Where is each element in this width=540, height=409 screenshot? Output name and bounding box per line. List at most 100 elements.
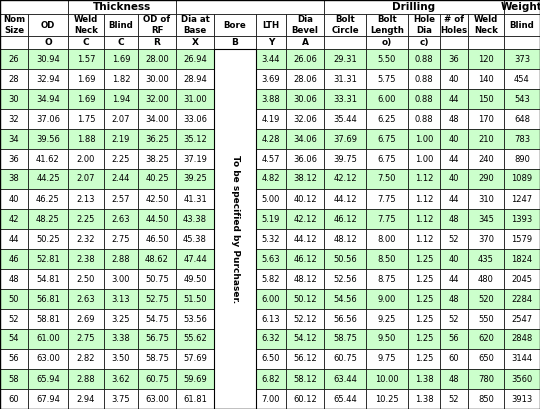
Bar <box>324 369 366 389</box>
Text: 31.31: 31.31 <box>333 74 357 83</box>
Bar <box>504 389 540 409</box>
Bar <box>176 209 214 229</box>
Text: 7.75: 7.75 <box>377 214 396 223</box>
Bar <box>138 289 176 309</box>
Text: 370: 370 <box>478 234 494 243</box>
Text: 58.75: 58.75 <box>333 335 357 344</box>
Bar <box>324 329 366 349</box>
Bar <box>256 189 286 209</box>
Text: 2.50: 2.50 <box>77 274 95 283</box>
Text: 5.75: 5.75 <box>378 74 396 83</box>
Text: 32.06: 32.06 <box>293 115 317 124</box>
Text: 61.81: 61.81 <box>183 395 207 404</box>
Text: 8.00: 8.00 <box>378 234 396 243</box>
Text: 26.06: 26.06 <box>293 54 317 63</box>
Text: 60: 60 <box>449 355 460 364</box>
Bar <box>0 36 28 49</box>
Bar <box>440 249 468 269</box>
Text: 1.00: 1.00 <box>415 135 433 144</box>
Text: 3.88: 3.88 <box>261 94 280 103</box>
Text: B: B <box>232 38 239 47</box>
Bar <box>504 369 540 389</box>
Bar <box>504 109 540 129</box>
Bar <box>176 189 214 209</box>
Bar <box>0 229 28 249</box>
Bar <box>366 129 408 149</box>
Text: 783: 783 <box>514 135 530 144</box>
Bar <box>440 349 468 369</box>
Bar <box>28 49 68 69</box>
Text: O: O <box>44 38 52 47</box>
Bar <box>324 69 366 89</box>
Text: 55.62: 55.62 <box>183 335 207 344</box>
Text: Hole
Dia: Hole Dia <box>413 15 435 35</box>
Text: 60: 60 <box>9 395 19 404</box>
Bar <box>176 109 214 129</box>
Bar <box>366 149 408 169</box>
Bar <box>28 14 68 36</box>
Text: 44: 44 <box>449 155 459 164</box>
Text: 10.00: 10.00 <box>375 375 399 384</box>
Bar <box>256 349 286 369</box>
Text: C: C <box>83 38 89 47</box>
Text: 1.25: 1.25 <box>415 294 433 303</box>
Bar <box>440 269 468 289</box>
Bar <box>440 49 468 69</box>
Text: 2.69: 2.69 <box>77 315 95 324</box>
Bar <box>504 189 540 209</box>
Text: 3.25: 3.25 <box>112 315 130 324</box>
Text: 34.94: 34.94 <box>36 94 60 103</box>
Bar <box>176 129 214 149</box>
Bar <box>256 36 286 49</box>
Bar <box>366 249 408 269</box>
Bar <box>28 129 68 149</box>
Bar <box>468 189 504 209</box>
Text: 28.00: 28.00 <box>145 54 169 63</box>
Bar <box>366 89 408 109</box>
Bar <box>286 129 324 149</box>
Bar <box>214 269 256 289</box>
Text: 52: 52 <box>449 395 459 404</box>
Text: X: X <box>192 38 199 47</box>
Text: 2.88: 2.88 <box>112 254 130 263</box>
Bar <box>440 369 468 389</box>
Bar <box>214 389 256 409</box>
Text: 1.25: 1.25 <box>415 274 433 283</box>
Bar <box>138 89 176 109</box>
Text: 240: 240 <box>478 155 494 164</box>
Text: 6.13: 6.13 <box>262 315 280 324</box>
Bar <box>214 129 256 149</box>
Text: 56.56: 56.56 <box>333 315 357 324</box>
Text: 48.25: 48.25 <box>36 214 60 223</box>
Text: 54.81: 54.81 <box>36 274 60 283</box>
Bar <box>0 69 28 89</box>
Text: Thickness: Thickness <box>93 2 151 12</box>
Bar <box>28 349 68 369</box>
Bar <box>214 189 256 209</box>
Text: 140: 140 <box>478 74 494 83</box>
Bar <box>28 149 68 169</box>
Bar <box>138 36 176 49</box>
Bar <box>104 89 138 109</box>
Bar <box>28 269 68 289</box>
Text: 33.31: 33.31 <box>333 94 357 103</box>
Text: 44: 44 <box>449 195 459 204</box>
Bar <box>0 89 28 109</box>
Text: 36: 36 <box>9 155 19 164</box>
Text: 3.75: 3.75 <box>112 395 130 404</box>
Text: 454: 454 <box>514 74 530 83</box>
Text: 56.81: 56.81 <box>36 294 60 303</box>
Text: 780: 780 <box>478 375 494 384</box>
Bar <box>176 369 214 389</box>
Text: 40: 40 <box>449 74 459 83</box>
Bar <box>440 209 468 229</box>
Text: Bolt
Length: Bolt Length <box>370 15 404 35</box>
Text: 2.63: 2.63 <box>77 294 96 303</box>
Bar <box>214 49 256 69</box>
Text: 50: 50 <box>9 294 19 303</box>
Bar <box>176 289 214 309</box>
Bar <box>214 109 256 129</box>
Text: 46: 46 <box>9 254 19 263</box>
Bar <box>286 69 324 89</box>
Bar <box>214 249 256 269</box>
